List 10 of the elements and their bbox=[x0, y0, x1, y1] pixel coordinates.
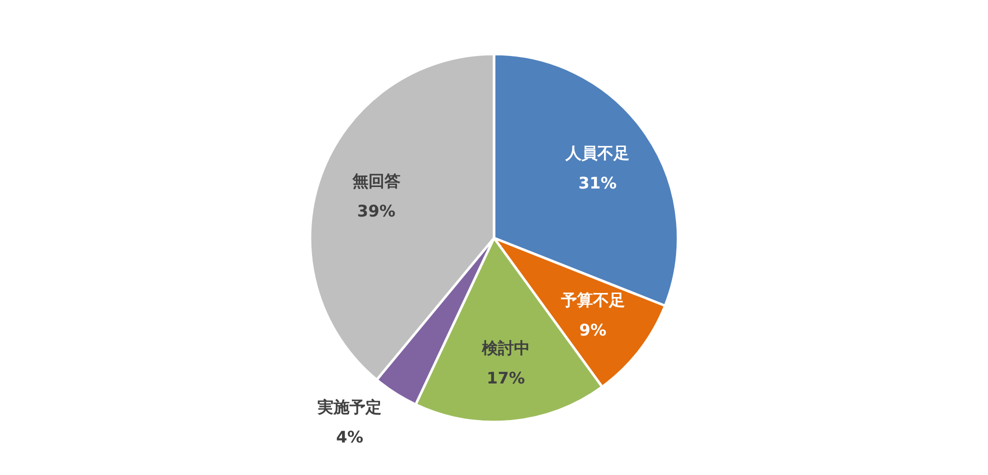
slice-label: 人員不足 bbox=[564, 144, 630, 163]
data-label: 4% bbox=[336, 427, 364, 446]
slice-label: 実施予定 bbox=[316, 397, 382, 416]
data-label: 17% bbox=[486, 368, 525, 388]
data-label: 31% bbox=[578, 174, 617, 193]
data-label: 9% bbox=[579, 320, 606, 340]
data-label: 39% bbox=[357, 202, 396, 221]
slice-label: 無回答 bbox=[351, 172, 400, 191]
slice-label: 予算不足 bbox=[560, 290, 625, 310]
slice-label: 検討中 bbox=[480, 338, 530, 358]
